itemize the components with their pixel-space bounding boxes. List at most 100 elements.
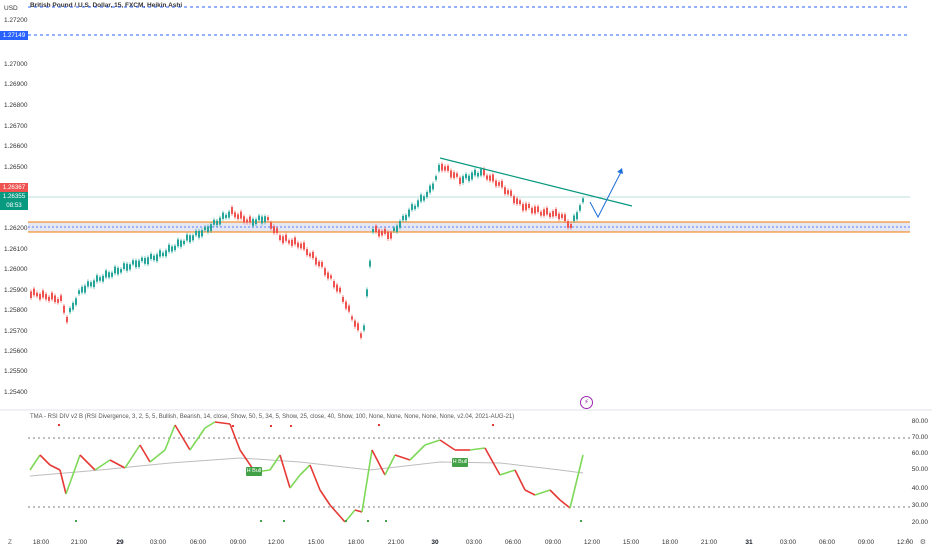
candle-body <box>531 207 533 214</box>
candle-body <box>210 224 212 232</box>
candle-body <box>69 308 71 313</box>
price-tick: 1.25800 <box>4 307 28 314</box>
rsi-segment <box>394 454 411 461</box>
auto-scale-button[interactable]: A <box>905 538 910 545</box>
time-tick: 06:00 <box>189 539 207 546</box>
rsi-segment <box>289 474 301 489</box>
time-tick: 31 <box>745 539 753 546</box>
candle-body <box>246 219 248 223</box>
rsi-tick: 60.00 <box>911 450 928 457</box>
candle-body <box>204 226 206 231</box>
candle-body <box>90 282 92 287</box>
candle-body <box>537 206 539 212</box>
price-tick: 1.25900 <box>4 287 28 294</box>
candle-body <box>141 257 143 262</box>
candle-body <box>273 226 275 234</box>
candle-body <box>387 232 389 239</box>
timezone-icon[interactable]: Z <box>8 539 12 546</box>
candle-body <box>291 239 293 246</box>
candle-body <box>516 198 518 204</box>
rsi-segment <box>79 454 96 471</box>
candle-body <box>567 221 569 228</box>
rsi-tick: 20.00 <box>911 519 928 526</box>
divergence-dot <box>260 520 262 522</box>
price-tick: 1.26100 <box>4 246 28 253</box>
candle-body <box>264 216 266 223</box>
candle-body <box>261 216 263 224</box>
candle-body <box>153 255 155 261</box>
candle-body <box>435 176 437 180</box>
candle-body <box>63 305 65 313</box>
price-tick: 1.26700 <box>4 123 28 130</box>
candle-body <box>93 280 95 288</box>
time-tick: 30 <box>431 539 439 546</box>
candle-body <box>207 226 209 233</box>
candle-body <box>555 209 557 217</box>
price-axis[interactable]: USD <box>0 0 28 410</box>
time-tick: 03:00 <box>779 539 797 546</box>
currency-label: USD <box>4 5 18 12</box>
divergence-dot <box>232 425 234 427</box>
candle-body <box>498 182 500 186</box>
divergence-dot <box>580 520 582 522</box>
candle-body <box>159 250 161 257</box>
rsi-segment <box>439 439 456 451</box>
candle-body <box>237 214 239 219</box>
candle-body <box>144 257 146 264</box>
candle-body <box>156 254 158 262</box>
candle-body <box>426 191 428 198</box>
candle-body <box>501 180 503 188</box>
candle-body <box>345 301 347 309</box>
rsi-segment <box>94 459 111 471</box>
candle-body <box>195 230 197 236</box>
rsi-segment <box>229 423 241 451</box>
divergence-dot <box>58 424 60 426</box>
candle-body <box>105 270 107 278</box>
candle-body <box>372 229 374 233</box>
candle-body <box>522 204 524 211</box>
indicator-title[interactable]: TMA - RSI DIV v2 B (RSI Divergence, 3, 2… <box>30 414 515 420</box>
lightning-icon[interactable]: ⚡ <box>580 396 593 409</box>
candle-body <box>33 288 35 296</box>
alert-price-tag[interactable]: 1.27149 <box>0 31 28 40</box>
settings-icon[interactable]: ⚙ <box>919 539 926 546</box>
candle-body <box>438 164 440 172</box>
candle-body <box>48 296 50 301</box>
candle-body <box>192 235 194 241</box>
candle-body <box>189 235 191 243</box>
candle-body <box>381 230 383 236</box>
candle-body <box>303 242 305 250</box>
candle-body <box>39 293 41 300</box>
candle-body <box>60 295 62 301</box>
candle-body <box>147 257 149 265</box>
candle-body <box>474 169 476 176</box>
candle-body <box>513 196 515 204</box>
divergence-dot <box>75 520 77 522</box>
candle-body <box>318 261 320 267</box>
time-tick: 06:00 <box>504 539 522 546</box>
symbol-title[interactable]: British Pound / U.S. Dollar, 15, FXCM, H… <box>30 2 183 9</box>
candle-body <box>348 305 350 312</box>
candle-body <box>339 287 341 293</box>
time-tick: 18:00 <box>661 539 679 546</box>
divergence-dot <box>385 520 387 522</box>
rsi-segment <box>524 489 536 496</box>
candles <box>30 161 584 340</box>
candle-body <box>351 316 353 320</box>
candle-body <box>78 290 80 294</box>
candle-body <box>390 232 392 239</box>
candle-body <box>66 316 68 323</box>
candle-body <box>321 261 323 267</box>
rsi-segment <box>499 469 516 476</box>
candle-body <box>465 174 467 179</box>
rsi-segment <box>309 464 321 491</box>
rsi-segment <box>354 509 363 513</box>
candle-body <box>480 169 482 176</box>
divergence-dot <box>367 520 369 522</box>
price-tick: 1.26200 <box>4 225 28 232</box>
candle-body <box>369 260 371 267</box>
candle-body <box>552 211 554 217</box>
rsi-segment <box>109 459 126 469</box>
candle-body <box>282 236 284 244</box>
